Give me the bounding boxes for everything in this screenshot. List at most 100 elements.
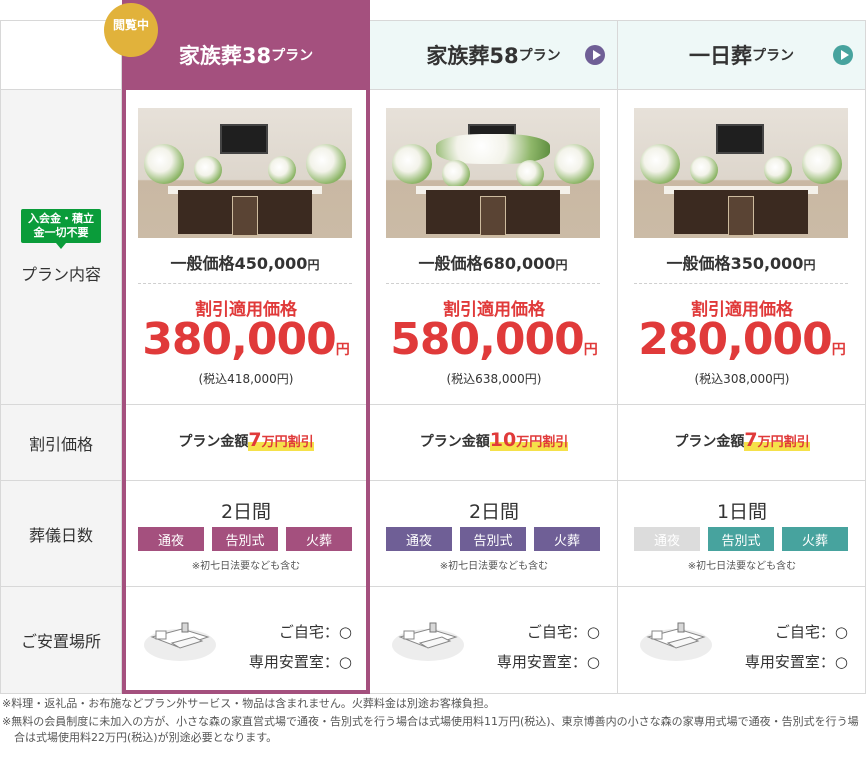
- discount-unit: 万円割引: [261, 435, 314, 450]
- viewing-badge: 閲覧中: [104, 3, 158, 57]
- discount-price-label: 割引適用価格: [195, 300, 297, 320]
- general-price-label: 一般価格: [170, 254, 235, 273]
- general-price-label: 一般価格: [666, 254, 731, 273]
- discount-number: 7: [744, 429, 758, 451]
- chip-wake: 通夜: [386, 527, 452, 551]
- discount-price-value: 380,000: [142, 314, 336, 365]
- tab-plan-oneday[interactable]: 一日葬 プラン: [618, 20, 866, 90]
- plan-oneday-days-cell: 1日間 通夜 告別式 火葬 ※初七日法要なども含む: [618, 481, 866, 587]
- tax-included-price: (税込418,000円): [198, 372, 294, 386]
- chip-cremation: 火葬: [782, 527, 848, 551]
- discount-price-yen: 円: [831, 342, 846, 358]
- general-price-value: 350,000: [730, 254, 804, 273]
- plan-58-content-cell: 一般価格680,000円 割引適用価格 580,000円 (税込638,000円…: [370, 90, 618, 405]
- chip-cremation: 火葬: [534, 527, 600, 551]
- plan-38-place-cell: ご自宅：○ 専用安置室：○: [122, 587, 370, 694]
- row-label-days: 葬儀日数: [0, 481, 122, 587]
- room-illustration-icon: [392, 622, 464, 661]
- general-price: 一般価格350,000円: [634, 250, 848, 284]
- discount-number: 7: [248, 429, 262, 451]
- discount-prefix: プラン金額: [419, 434, 490, 450]
- plan-oneday-discount-cell: プラン金額7万円割引: [618, 405, 866, 481]
- discount-prefix: プラン金額: [178, 434, 249, 450]
- chip-cremation: 火葬: [286, 527, 352, 551]
- general-price-label: 一般価格: [418, 254, 483, 273]
- funeral-days: 2日間: [220, 501, 272, 523]
- discount-number: 10: [489, 429, 517, 451]
- plan-58-place-cell: ご自宅：○ 専用安置室：○: [370, 587, 618, 694]
- discount-amount: プラン金額7万円割引: [618, 429, 866, 451]
- general-price-yen: 円: [803, 258, 816, 272]
- chip-ceremony: 告別式: [212, 527, 278, 551]
- discount-highlight: 7万円割引: [744, 429, 810, 451]
- general-price: 一般価格450,000円: [138, 250, 352, 284]
- tab-plan-38[interactable]: 家族葬38 プラン: [122, 0, 370, 90]
- play-arrow-icon[interactable]: [585, 45, 605, 65]
- discount-price-yen: 円: [583, 342, 598, 358]
- room-illustration-icon: [144, 622, 216, 661]
- plan-58-days-cell: 2日間 通夜 告別式 火葬 ※初七日法要なども含む: [370, 481, 618, 587]
- discount-price-label: 割引適用価格: [443, 300, 545, 320]
- plan-38-days-cell: 2日間 通夜 告別式 火葬 ※初七日法要なども含む: [122, 481, 370, 587]
- row-label-place: ご安置場所: [0, 587, 122, 694]
- play-arrow-icon[interactable]: [833, 45, 853, 65]
- discount-price: 280,000円: [618, 314, 866, 365]
- plan-38-discount-cell: プラン金額7万円割引: [122, 405, 370, 481]
- chip-ceremony: 告別式: [708, 527, 774, 551]
- tab-plan-38-name: 家族葬38: [178, 44, 272, 68]
- row-label-days-text: 葬儀日数: [28, 525, 93, 545]
- row-label-plan-text: プラン内容: [20, 265, 101, 284]
- tab-plan-38-suffix: プラン: [271, 48, 314, 64]
- general-price-value: 680,000: [482, 254, 556, 273]
- discount-price-yen: 円: [335, 342, 350, 358]
- row-label-place-text: ご安置場所: [20, 632, 101, 651]
- plan-38-content-cell: 一般価格450,000円 割引適用価格 380,000円 (税込418,000円…: [122, 90, 370, 405]
- general-price-yen: 円: [555, 258, 568, 272]
- discount-unit: 万円割引: [757, 435, 810, 450]
- tab-plan-oneday-name: 一日葬: [689, 44, 752, 68]
- funeral-altar-image: [138, 108, 352, 238]
- chip-ceremony: 告別式: [460, 527, 526, 551]
- plan-oneday-content-cell: 一般価格350,000円 割引適用価格 280,000円 (税込308,000円…: [618, 90, 866, 405]
- discount-price-value: 280,000: [638, 314, 832, 365]
- row-label-discount: 割引価格: [0, 405, 122, 481]
- discount-unit: 万円割引: [516, 435, 569, 450]
- days-note: ※初七日法要なども含む: [687, 561, 797, 572]
- row-label-plan: 入会金・積立金一切不要 プラン内容: [0, 90, 122, 405]
- funeral-days: 1日間: [716, 501, 768, 523]
- tax-included-price: (税込638,000円): [446, 372, 542, 386]
- discount-price: 380,000円: [122, 314, 370, 365]
- no-fee-badge: 入会金・積立金一切不要: [21, 209, 101, 249]
- place-room: 専用安置室：○: [496, 653, 600, 671]
- place-room: 専用安置室：○: [744, 653, 848, 671]
- tab-plan-58-suffix: プラン: [518, 48, 561, 64]
- discount-highlight: 7万円割引: [248, 429, 314, 451]
- chip-wake: 通夜: [138, 527, 204, 551]
- plan-oneday-place-cell: ご自宅：○ 専用安置室：○: [618, 587, 866, 694]
- plan-comparison-table: 家族葬38 プラン 家族葬58 プラン 一日葬 プラン 入会金・積立金一切不要 プラン…: [0, 0, 868, 694]
- tab-plan-58-name: 家族葬58: [426, 44, 519, 68]
- row-label-discount-text: 割引価格: [28, 434, 93, 454]
- days-note: ※初七日法要なども含む: [439, 561, 549, 572]
- funeral-altar-image: [634, 108, 848, 238]
- place-home: ご自宅：○: [526, 623, 600, 641]
- discount-amount: プラン金額7万円割引: [122, 429, 370, 451]
- chip-wake: 通夜: [634, 527, 700, 551]
- discount-price: 580,000円: [370, 314, 618, 365]
- discount-price-value: 580,000: [390, 314, 584, 365]
- plan-58-discount-cell: プラン金額10万円割引: [370, 405, 618, 481]
- general-price: 一般価格680,000円: [386, 250, 600, 284]
- tab-plan-oneday-suffix: プラン: [752, 48, 794, 64]
- funeral-altar-image: [386, 108, 600, 238]
- room-illustration-icon: [640, 622, 712, 661]
- place-room: 専用安置室：○: [248, 653, 352, 671]
- discount-price-label: 割引適用価格: [691, 300, 793, 320]
- general-price-value: 450,000: [234, 254, 308, 273]
- place-availability: ご自宅：○ 専用安置室：○: [730, 617, 848, 677]
- tax-included-price: (税込308,000円): [694, 372, 790, 386]
- place-availability: ご自宅：○ 専用安置室：○: [234, 617, 352, 677]
- tab-plan-58[interactable]: 家族葬58 プラン: [370, 20, 618, 90]
- no-fee-badge-text: 入会金・積立金一切不要: [28, 212, 94, 239]
- footnote: ※料理・返礼品・お布施などプラン外サービス・物品は含まれません。火葬料金は別途お…: [2, 697, 495, 710]
- place-home: ご自宅：○: [278, 623, 352, 641]
